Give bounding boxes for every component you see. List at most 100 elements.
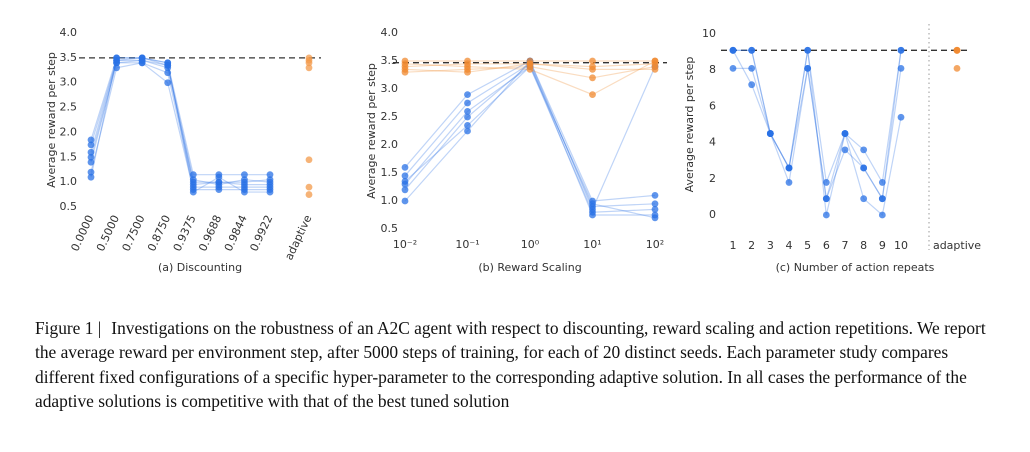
seed-point [804, 64, 812, 72]
x-tick-label: 2 [748, 239, 755, 252]
seed-point [305, 183, 313, 191]
seed-point [189, 171, 197, 179]
caption-label: Figure 1 | [35, 318, 102, 338]
seed-point [87, 136, 95, 144]
seed-point [113, 64, 120, 72]
seed-point [401, 178, 409, 185]
seed-line [733, 49, 902, 185]
seed-point [589, 206, 596, 213]
seed-point [241, 188, 248, 196]
seed-line [404, 59, 656, 211]
seed-point [464, 68, 471, 76]
y-tick-label: 6 [709, 99, 716, 112]
seed-point [305, 156, 313, 164]
seed-point [266, 171, 274, 179]
seed-point [651, 200, 659, 208]
seed-point [878, 195, 886, 203]
y-axis-title: Average reward per step [683, 57, 696, 193]
x-tick-label: 10 [894, 239, 908, 252]
seed-point [822, 195, 830, 203]
x-tick-label: 7 [842, 239, 849, 252]
seed-line [90, 62, 270, 188]
y-tick-label: 2.0 [60, 125, 78, 138]
x-tick-label: 0.7500 [120, 213, 148, 253]
seed-point [87, 158, 95, 166]
seed-line [90, 59, 270, 186]
seed-point [897, 113, 905, 121]
seed-point [651, 214, 659, 222]
caption-text: Investigations on the robustness of an A… [35, 318, 986, 412]
y-tick-label: 3.5 [60, 51, 78, 64]
seed-point [589, 200, 596, 208]
seed-point [87, 148, 95, 156]
seed-line [90, 59, 271, 183]
seed-point [464, 127, 471, 135]
seed-point [401, 164, 409, 171]
seed-line [733, 67, 902, 202]
seed-point [878, 211, 886, 219]
x-tick-label: 9 [879, 239, 886, 252]
seed-point [860, 195, 868, 203]
seed-line [404, 65, 656, 219]
seed-point [748, 81, 756, 89]
seed-point [189, 176, 197, 184]
seed-line [90, 57, 270, 176]
seed-point [189, 181, 197, 189]
seed-point [401, 60, 409, 68]
seed-point [401, 186, 409, 194]
x-tick-label: 4 [786, 239, 793, 252]
seed-point [526, 60, 534, 68]
x-axis-title: (c) Number of action repeats [776, 261, 935, 274]
seed-point [164, 61, 172, 69]
seed-line [404, 62, 656, 208]
seed-point [401, 197, 409, 205]
seed-point [785, 164, 793, 172]
x-tick-label: 8 [860, 239, 867, 252]
y-tick-label: 1.0 [381, 194, 399, 207]
seed-line [733, 49, 902, 201]
x-tick-label: 10² [646, 238, 664, 251]
seed-point [241, 171, 248, 179]
seed-point [164, 79, 172, 87]
seed-point [113, 59, 120, 67]
seed-point [215, 186, 223, 194]
y-tick-label: 1.5 [60, 150, 78, 163]
seed-point [860, 164, 868, 172]
seed-line [404, 62, 655, 216]
x-tick-label: 0.8750 [145, 213, 173, 253]
y-tick-label: 1.0 [60, 175, 78, 188]
x-tick-label: 3 [767, 239, 774, 252]
seed-line [90, 62, 270, 191]
seed-point [87, 141, 95, 149]
seed-point [651, 192, 659, 199]
seed-point [822, 211, 830, 219]
x-axis-title: (a) Discounting [158, 261, 242, 274]
seed-point [164, 69, 172, 77]
y-tick-label: 3.0 [381, 82, 399, 95]
seed-point [651, 206, 659, 213]
y-axis-title: Average reward per step [45, 52, 58, 188]
seed-point [87, 168, 95, 176]
x-tick-label: adaptive [933, 239, 981, 252]
y-tick-label: 4 [709, 136, 716, 149]
seed-point [87, 173, 95, 181]
seed-point [305, 64, 313, 72]
seed-line [90, 57, 270, 194]
seed-point [589, 211, 596, 219]
seed-point [897, 46, 905, 54]
x-tick-label: 0.0000 [68, 213, 96, 253]
x-axis-title: (b) Reward Scaling [478, 261, 581, 274]
seed-point [305, 191, 313, 198]
x-tick-label: 1 [730, 239, 737, 252]
y-tick-label: 2.5 [60, 101, 78, 114]
seed-point [953, 64, 961, 72]
seed-point [464, 108, 471, 115]
y-tick-label: 3.5 [381, 54, 399, 67]
y-tick-label: 4.0 [381, 26, 399, 39]
x-tick-label: 10⁰ [521, 238, 540, 251]
seed-point [401, 172, 409, 180]
seed-point [748, 46, 756, 54]
y-tick-label: 2.5 [381, 110, 399, 123]
seed-point [266, 181, 274, 189]
